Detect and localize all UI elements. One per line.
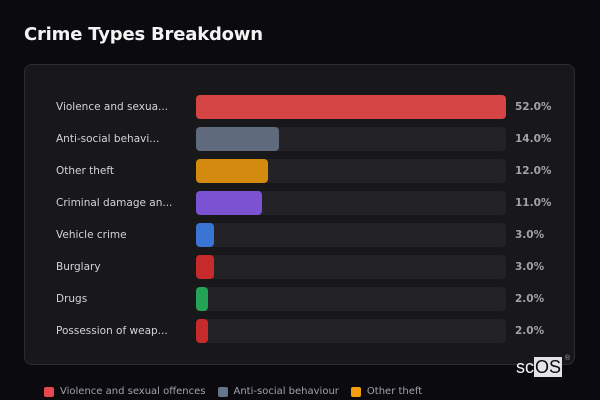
legend-label: Anti-social behaviour bbox=[233, 386, 339, 397]
legend-item[interactable]: Other theft bbox=[350, 386, 423, 397]
legend-swatch-icon bbox=[217, 386, 228, 397]
bar-row: Violence and sexua... 52.0% bbox=[25, 95, 574, 119]
bar-value: 12.0% bbox=[515, 165, 552, 177]
bar-track bbox=[196, 223, 506, 247]
registered-icon: ® bbox=[564, 355, 571, 362]
bar-track bbox=[196, 319, 506, 343]
legend: Violence and sexual offences Anti-social … bbox=[44, 386, 422, 397]
bar-label: Violence and sexua... bbox=[56, 101, 169, 113]
bar-label: Vehicle crime bbox=[56, 229, 127, 241]
bar-row: Other theft 12.0% bbox=[25, 159, 574, 183]
bar-row: Drugs 2.0% bbox=[25, 287, 574, 311]
bar-label: Other theft bbox=[56, 165, 115, 177]
bar-value: 3.0% bbox=[515, 229, 545, 241]
scos-logo: scOS ® bbox=[516, 355, 570, 378]
legend-swatch-icon bbox=[44, 386, 54, 397]
logo-text-sc: sc bbox=[516, 357, 534, 377]
bar-track bbox=[196, 159, 506, 183]
bar-fill[interactable] bbox=[196, 319, 208, 343]
chart-card: Violence and sexua... 52.0% Anti-social be… bbox=[24, 64, 575, 365]
bar-track bbox=[196, 287, 506, 311]
bar-label: Possession of weap... bbox=[56, 325, 168, 337]
bar-label: Burglary bbox=[56, 261, 101, 273]
bar-row: Anti-social behavi... 14.0% bbox=[25, 127, 574, 151]
chart-title: Crime Types Breakdown bbox=[24, 24, 263, 45]
legend-item[interactable]: Anti-social behaviour bbox=[217, 386, 339, 397]
bar-track bbox=[196, 255, 506, 279]
bar-fill[interactable] bbox=[196, 223, 214, 247]
bar-track bbox=[196, 127, 506, 151]
bar-fill[interactable] bbox=[196, 159, 268, 183]
bar-value: 2.0% bbox=[515, 293, 545, 305]
bar-track bbox=[196, 95, 506, 119]
bar-row: Vehicle crime 3.0% bbox=[25, 223, 574, 247]
bar-fill[interactable] bbox=[196, 127, 280, 151]
bar-row: Burglary 3.0% bbox=[25, 255, 574, 279]
bar-fill[interactable] bbox=[196, 255, 214, 279]
bar-label: Anti-social behavi... bbox=[56, 133, 160, 145]
legend-swatch-icon bbox=[350, 386, 361, 397]
bar-fill[interactable] bbox=[196, 95, 506, 119]
bar-row: Criminal damage an... 11.0% bbox=[25, 191, 574, 215]
legend-item[interactable]: Violence and sexual offences bbox=[44, 386, 206, 397]
bar-value: 11.0% bbox=[515, 197, 552, 209]
legend-label: Other theft bbox=[366, 386, 423, 397]
bar-value: 14.0% bbox=[515, 133, 552, 145]
bar-row: Possession of weap... 2.0% bbox=[25, 319, 574, 343]
bar-track bbox=[196, 191, 506, 215]
bar-fill[interactable] bbox=[196, 191, 262, 215]
bar-fill[interactable] bbox=[196, 287, 208, 311]
bar-value: 52.0% bbox=[515, 101, 552, 113]
legend-label: Violence and sexual offences bbox=[60, 386, 206, 397]
bar-label: Drugs bbox=[56, 293, 88, 305]
bar-label: Criminal damage an... bbox=[56, 197, 173, 209]
bar-value: 3.0% bbox=[515, 261, 545, 273]
bar-value: 2.0% bbox=[515, 325, 545, 337]
logo-text-os: OS bbox=[534, 357, 563, 377]
